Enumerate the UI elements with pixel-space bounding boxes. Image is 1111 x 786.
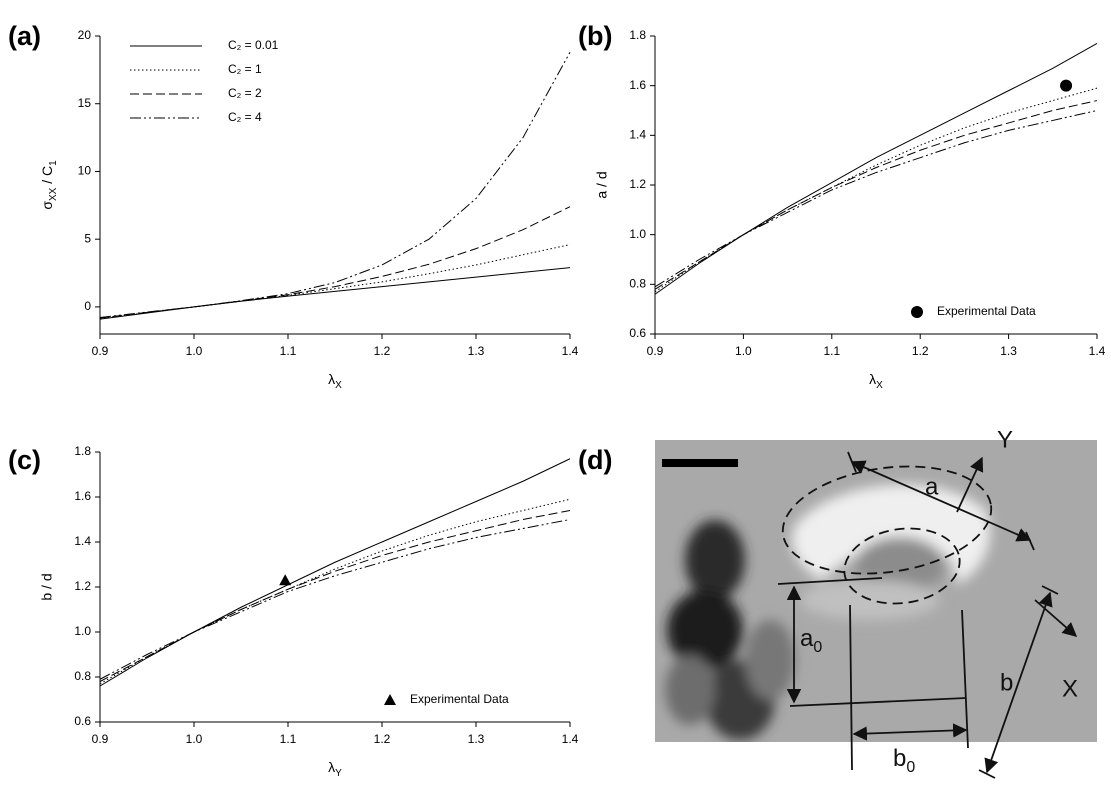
x-tick-label: 0.9 xyxy=(92,732,109,746)
axis-label-sub: X xyxy=(876,380,883,391)
axis-label: λY xyxy=(328,759,342,779)
axis-label-sub: X xyxy=(335,380,342,391)
axis-label-part: λ xyxy=(869,371,876,387)
axis-label-part: / C xyxy=(39,166,55,188)
legend-label: Experimental Data xyxy=(937,304,1036,318)
y-tick-label: 1.8 xyxy=(629,28,646,42)
annotation: Y xyxy=(997,426,1013,453)
chart: (c) 0.6 0.8 1.0 1.2 1.4 1.6 1.8 0.9 1.0 1.1 1.2 1.3 1… xyxy=(8,444,579,778)
y-tick-label: 1.8 xyxy=(74,444,91,458)
x-tick-label: 1.1 xyxy=(823,344,840,358)
series-line xyxy=(654,100,1098,290)
micrograph xyxy=(655,440,1097,742)
axis-label: λX xyxy=(328,371,342,391)
legend-label: C₂ = 2 xyxy=(228,86,262,100)
series-line xyxy=(654,43,1098,295)
y-tick-label: 20 xyxy=(78,28,92,42)
annotation-sub: 0 xyxy=(906,759,915,776)
annotation: b xyxy=(1000,669,1013,696)
x-tick-label: 1.0 xyxy=(186,344,203,358)
axis-label-part: σ xyxy=(39,201,55,210)
panel-label: (c) xyxy=(8,445,41,475)
legend-label: C₂ = 0.01 xyxy=(228,38,279,52)
axis-label: b / d xyxy=(39,573,55,600)
axis-label-sub: 1 xyxy=(48,160,59,166)
x-tick-label: 1.3 xyxy=(468,344,485,358)
y-tick-label: 0.6 xyxy=(629,326,646,340)
series-line xyxy=(654,110,1098,288)
y-tick-label: 1.2 xyxy=(74,579,91,593)
y-tick-label: 1.0 xyxy=(629,227,646,241)
x-tick-label: 0.9 xyxy=(647,344,664,358)
y-tick-label: 1.4 xyxy=(74,534,91,548)
x-tick-label: 1.4 xyxy=(1089,344,1106,358)
axis-label-part: λ xyxy=(328,371,335,387)
x-tick-label: 1.4 xyxy=(562,344,579,358)
x-tick-label: 0.9 xyxy=(92,344,109,358)
marker xyxy=(384,694,396,705)
axis-label-sub: XX xyxy=(48,187,59,201)
x-tick-label: 1.3 xyxy=(1000,344,1017,358)
x-tick-label: 1.2 xyxy=(374,732,391,746)
legend-label: C₂ = 4 xyxy=(228,110,262,124)
y-tick-label: 0 xyxy=(84,299,91,313)
x-tick-label: 1.1 xyxy=(280,732,297,746)
y-tick-label: 10 xyxy=(78,164,92,178)
chart: (b) 0.6 0.8 1.0 1.2 1.4 1.6 1.8 0.9 1.0 1.1 1.2 1.3 1… xyxy=(578,21,1106,391)
y-tick-label: 1.2 xyxy=(629,177,646,191)
annotations xyxy=(777,451,1078,779)
y-tick-label: 15 xyxy=(78,96,92,110)
axis-label-sub: Y xyxy=(335,768,342,779)
annotation-base: a xyxy=(800,625,814,652)
y-tick-label: 5 xyxy=(84,231,91,245)
y-tick-label: 0.8 xyxy=(629,277,646,291)
marker xyxy=(279,574,292,586)
marker xyxy=(1060,79,1073,92)
y-tick-label: 1.4 xyxy=(629,128,646,142)
series-line xyxy=(99,244,571,319)
annotation-sub: 0 xyxy=(813,639,822,656)
annotation-base: b xyxy=(893,745,906,772)
series-line xyxy=(654,87,1098,293)
annotation: a0 xyxy=(800,625,822,656)
axis-label-part: λ xyxy=(328,759,335,775)
legend-label: Experimental Data xyxy=(410,692,509,706)
panel-label: (a) xyxy=(8,21,41,51)
x-tick-label: 1.4 xyxy=(562,732,579,746)
x-tick-label: 1.3 xyxy=(468,732,485,746)
y-tick-label: 1.0 xyxy=(74,624,91,638)
series-line xyxy=(99,458,571,687)
marker xyxy=(911,306,923,318)
axis-label: λX xyxy=(869,371,883,391)
x-tick-label: 1.2 xyxy=(374,344,391,358)
panel-label: (b) xyxy=(578,21,612,51)
x-tick-label: 1.0 xyxy=(735,344,752,358)
annotation: X xyxy=(1062,675,1078,702)
axis-label: σXX / C1 xyxy=(39,160,59,210)
y-tick-label: 1.6 xyxy=(629,78,646,92)
series-line xyxy=(99,519,571,680)
micrograph-panel: (d) xyxy=(578,426,1097,779)
series-line xyxy=(99,498,571,685)
y-tick-label: 0.8 xyxy=(74,669,91,683)
series-line xyxy=(99,510,571,682)
series-line xyxy=(99,206,571,319)
legend-label: C₂ = 1 xyxy=(228,62,262,76)
series-line xyxy=(99,267,571,320)
x-tick-label: 1.1 xyxy=(280,344,297,358)
y-tick-label: 0.6 xyxy=(74,714,91,728)
panel-label: (d) xyxy=(578,445,612,475)
x-tick-label: 1.2 xyxy=(912,344,929,358)
y-tick-label: 1.6 xyxy=(74,489,91,503)
annotation: a xyxy=(925,473,939,500)
axis-label: a / d xyxy=(594,171,610,198)
series-line xyxy=(99,52,571,318)
annotation: b0 xyxy=(893,745,915,776)
x-tick-label: 1.0 xyxy=(186,732,203,746)
